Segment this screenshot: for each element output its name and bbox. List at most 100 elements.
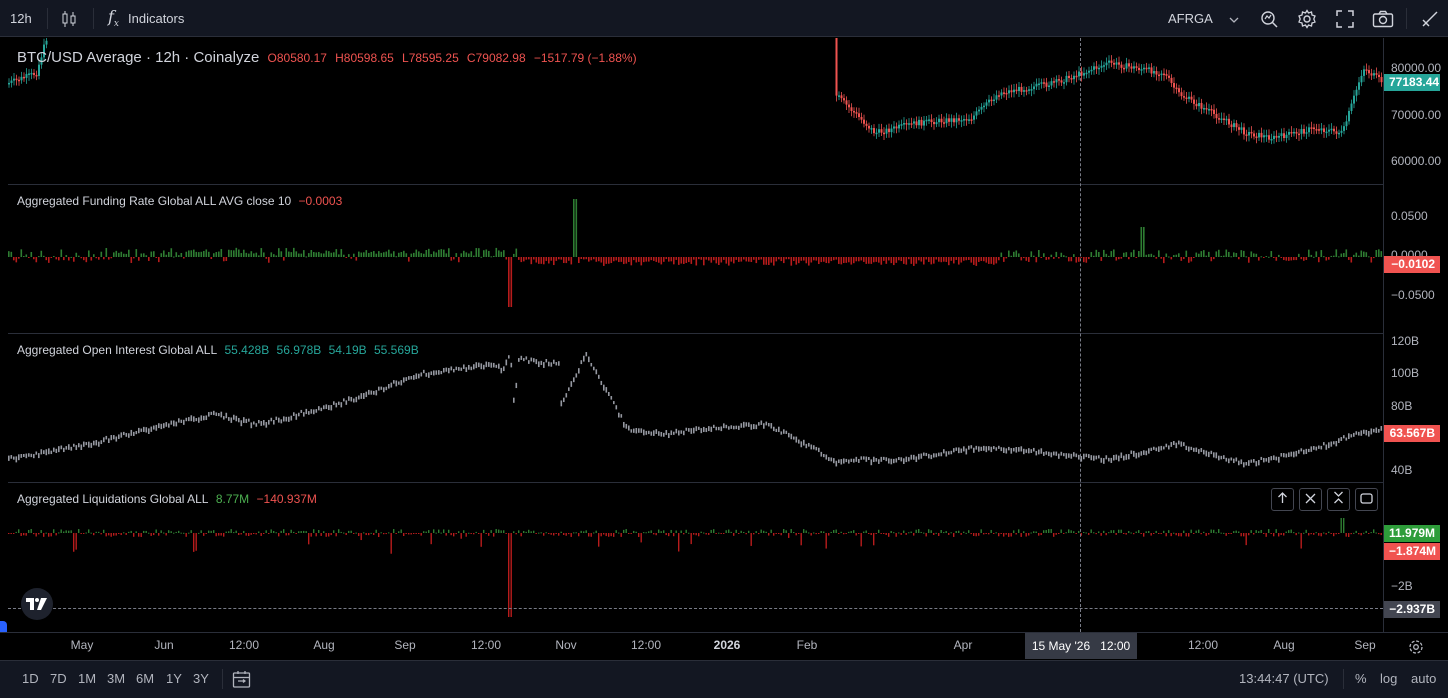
oi-candle [1095,455,1098,460]
range-6m[interactable]: 6M [136,671,155,686]
open-interest-pane[interactable] [8,334,1383,482]
liquidation-bar [570,533,572,537]
oi-candle [870,459,873,466]
gear-icon[interactable] [1297,0,1317,37]
clock-timezone[interactable]: 13:44:47 (UTC) [1239,671,1329,686]
range-1m[interactable]: 1M [78,671,97,686]
funding-bar [268,257,270,263]
funding-bar [533,257,535,260]
oi-candle [1273,455,1275,460]
account-selector[interactable]: AFRGA [1168,0,1239,37]
funding-bar [690,257,693,264]
funding-bar [413,252,415,257]
log-toggle[interactable]: log [1380,671,1398,686]
funding-bar [1118,257,1120,260]
liquidation-bar [213,530,215,533]
liquidation-bar [248,533,250,537]
collapse-pane-button[interactable] [1327,488,1350,511]
funding-bar [485,249,488,257]
funding-bar [923,257,925,265]
oi-candle [563,397,565,403]
settings-gear-icon[interactable] [1408,639,1424,660]
funding-bar [328,251,330,257]
oi-candle [103,437,105,443]
open-value: 80580.17 [276,51,327,65]
funding-bar [653,257,655,261]
oi-candle [768,422,770,427]
liquidation-bar [833,530,835,533]
oi-candle [1320,445,1323,450]
range-1y[interactable]: 1Y [166,671,182,686]
range-3m[interactable]: 3M [107,671,126,686]
move-pane-up-button[interactable] [1271,488,1294,511]
camera-icon[interactable] [1372,0,1394,37]
price-pane[interactable] [8,38,1383,184]
liquidation-bar [713,529,715,533]
funding-bar [468,253,470,257]
liquidation-bar [203,533,205,536]
close-pane-button[interactable] [1299,488,1322,511]
pane-divider[interactable] [8,184,1448,185]
oi-candle [195,418,198,422]
oi-candle [450,366,453,371]
oi-candle [585,352,588,357]
maximize-pane-button[interactable] [1355,488,1378,511]
liquidation-bar [860,533,862,547]
funding-bar [655,257,658,262]
funding-bar [458,257,460,263]
oi-candle [538,361,540,368]
liquidation-bar [473,533,475,535]
percent-toggle[interactable]: % [1355,671,1367,686]
liquidation-bar [645,532,647,534]
liquidation-bar [388,532,390,534]
last-price-badge: 77183.44 [1384,74,1440,91]
range-3y[interactable]: 3Y [193,671,209,686]
oi-candle [545,358,548,363]
funding-pane[interactable] [8,185,1383,333]
range-7d[interactable]: 7D [50,671,67,686]
funding-bar [188,250,190,257]
oi-candle [885,457,888,462]
collapse-icon [1333,491,1344,509]
funding-bar [595,257,598,262]
draw-icon[interactable] [1421,0,1439,37]
auto-toggle[interactable]: auto [1411,671,1437,686]
funding-bar [160,253,163,257]
oi-scale-tick: 80B [1391,399,1413,413]
oi-candle [458,367,460,371]
pane-divider[interactable] [8,482,1448,483]
liquidation-bar [1040,533,1042,536]
tradingview-logo[interactable] [21,588,53,620]
funding-bar [155,257,158,258]
funding-bar [78,255,80,257]
liquidation-bar [940,530,942,533]
funding-bar [1080,257,1083,258]
liquidation-bar [1245,533,1247,546]
oi-candle [188,417,190,422]
range-1d[interactable]: 1D [22,671,39,686]
oi-candle [883,456,885,460]
calendar-range-icon[interactable] [232,670,251,694]
candles-icon[interactable] [61,0,78,37]
alert-icon[interactable] [1259,0,1279,37]
oi-candle [1205,450,1208,457]
liquidation-bar [1305,529,1307,533]
price-candle [1138,67,1140,71]
oi-candle [170,420,173,425]
liquidations-pane[interactable] [8,483,1383,632]
pane-divider[interactable] [8,333,1448,334]
price-candle [1128,63,1130,67]
interval-button[interactable]: 12h [10,0,32,37]
funding-bar [145,255,148,257]
funding-bar [853,257,855,264]
fullscreen-icon[interactable] [1336,0,1354,37]
funding-bar [875,257,878,262]
time-axis[interactable] [0,632,1448,660]
oi-candle [288,416,290,422]
oi-candle [773,426,775,432]
liquidation-bar [235,530,237,533]
liquidation-bar [483,529,485,533]
funding-bar [115,250,118,257]
liquidation-bar [760,529,762,533]
indicators-button[interactable]: fx Indicators [108,0,184,37]
